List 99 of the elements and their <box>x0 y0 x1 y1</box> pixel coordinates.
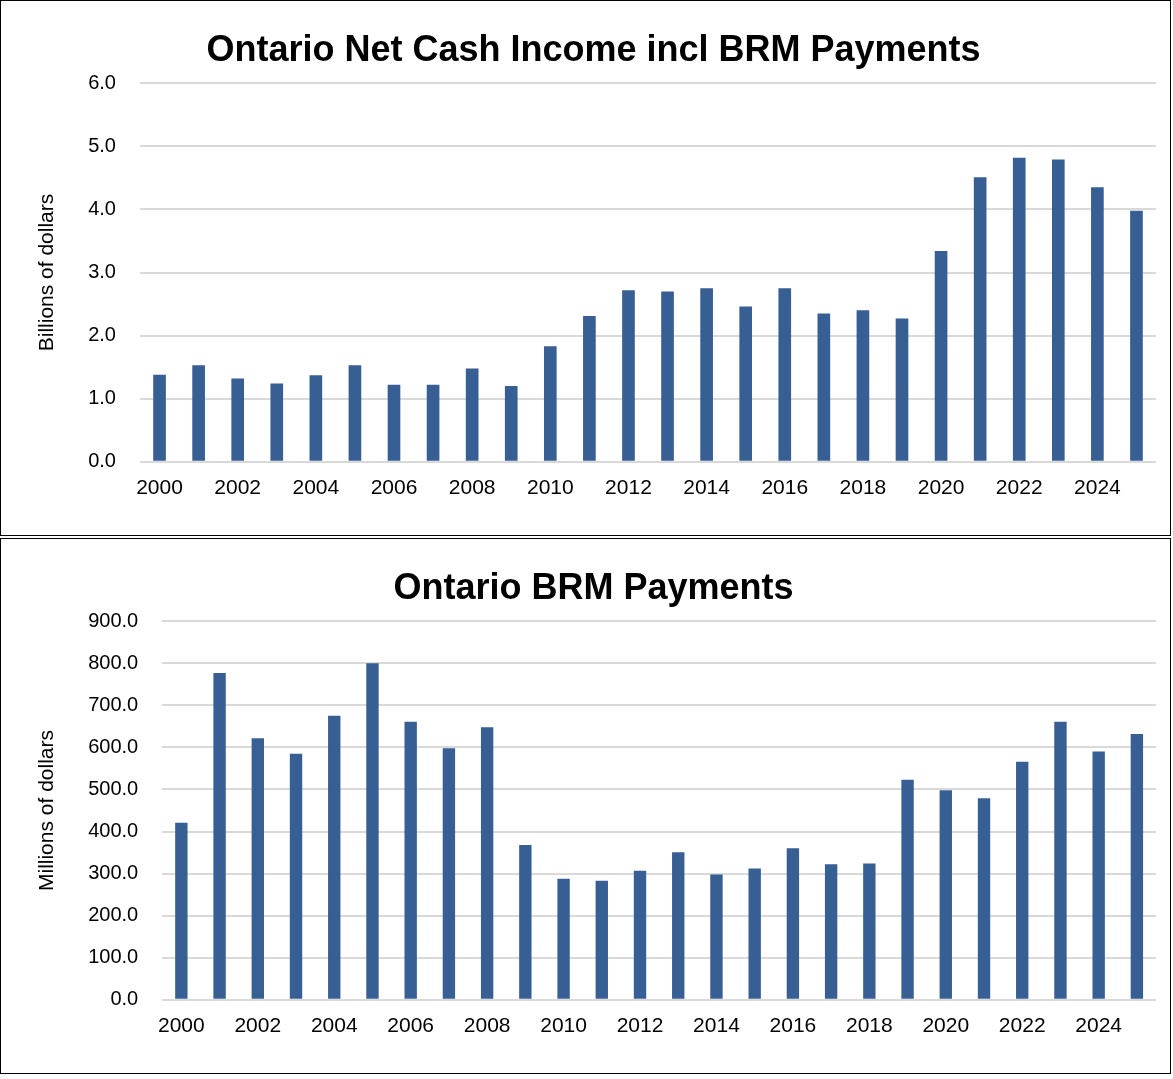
bar <box>1016 761 1029 999</box>
bar <box>153 374 166 461</box>
x-tick-label: 2010 <box>526 475 574 499</box>
bar <box>557 878 570 999</box>
bar <box>270 383 284 461</box>
bar <box>786 848 800 999</box>
x-tick-label: 2008 <box>448 475 496 499</box>
x-tick-label: 2008 <box>463 1013 511 1037</box>
bar <box>1091 187 1104 461</box>
bar <box>824 864 838 999</box>
x-tick-label: 2006 <box>370 475 418 499</box>
x-tick-label: 2024 <box>1075 1013 1123 1037</box>
x-tick-label: 2000 <box>136 475 183 499</box>
bar <box>977 798 991 999</box>
x-tick-label: 2022 <box>995 475 1043 499</box>
x-tick-label: 2020 <box>917 475 965 499</box>
bar <box>1130 733 1144 999</box>
bar <box>710 874 723 999</box>
x-tick-label: 2004 <box>292 475 340 499</box>
bar <box>661 291 674 461</box>
bar <box>192 365 205 461</box>
bar <box>442 748 456 999</box>
bar <box>348 365 362 461</box>
bar <box>901 779 914 999</box>
x-tick-label: 2016 <box>769 1013 817 1037</box>
y-tick-label: 0.0 <box>88 449 116 472</box>
bar <box>328 715 341 999</box>
bar <box>633 870 647 999</box>
bar <box>748 868 761 999</box>
x-tick-label: 2020 <box>922 1013 970 1037</box>
bar <box>213 672 226 999</box>
bar <box>863 863 876 999</box>
bar <box>817 313 831 461</box>
bar <box>387 384 401 461</box>
y-tick-label: 2.0 <box>88 323 116 346</box>
x-tick-label: 2006 <box>387 1013 435 1037</box>
x-tick-label: 2012 <box>616 1013 664 1037</box>
bar <box>231 378 245 461</box>
x-tick-label: 2002 <box>214 475 262 499</box>
x-tick-label: 2018 <box>845 1013 893 1037</box>
y-tick-label: 900.0 <box>88 608 139 631</box>
y-tick-label: 3.0 <box>88 260 116 283</box>
bar <box>309 375 323 461</box>
bar <box>1051 159 1065 461</box>
bar <box>856 310 870 461</box>
x-tick-label: 2024 <box>1074 475 1122 499</box>
x-tick-label: 2000 <box>158 1013 205 1037</box>
chart-title: Ontario BRM Payments <box>393 566 794 608</box>
y-tick-label: 500.0 <box>88 776 139 799</box>
x-tick-label: 2018 <box>839 475 887 499</box>
bar <box>251 738 264 999</box>
bar <box>1130 210 1143 461</box>
y-axis-title: Millions of dollars <box>34 729 58 892</box>
bar <box>480 727 494 999</box>
bar <box>622 290 635 461</box>
x-tick-label: 2014 <box>683 475 731 499</box>
bar <box>939 790 952 999</box>
bar <box>543 346 557 461</box>
bar <box>465 368 479 461</box>
y-axis-title: Billions of dollars <box>34 193 58 352</box>
x-tick-label: 2002 <box>234 1013 282 1037</box>
bar <box>366 663 379 999</box>
y-tick-label: 100.0 <box>88 945 139 968</box>
bar <box>583 316 596 461</box>
y-tick-label: 300.0 <box>88 861 139 884</box>
bar <box>1012 157 1026 461</box>
bar <box>1092 751 1105 999</box>
x-tick-label: 2004 <box>310 1013 358 1037</box>
chart-title: Ontario Net Cash Income incl BRM Payments <box>206 28 981 70</box>
bar <box>934 251 948 461</box>
bar <box>426 384 440 461</box>
y-tick-label: 1.0 <box>88 386 116 409</box>
bar <box>973 177 987 461</box>
y-tick-label: 6.0 <box>88 70 116 93</box>
bar <box>175 822 188 999</box>
x-tick-label: 2010 <box>540 1013 587 1037</box>
bar <box>739 306 753 461</box>
bar <box>504 386 518 461</box>
bar <box>672 852 685 999</box>
bar <box>595 880 608 999</box>
y-tick-label: 600.0 <box>88 734 139 757</box>
bar <box>519 845 532 999</box>
y-tick-label: 400.0 <box>88 819 139 842</box>
x-tick-label: 2014 <box>693 1013 741 1037</box>
y-tick-label: 5.0 <box>88 133 116 156</box>
bar <box>289 753 303 999</box>
y-tick-label: 800.0 <box>88 650 139 673</box>
y-tick-label: 200.0 <box>88 903 139 926</box>
bar <box>404 721 417 999</box>
bar <box>778 288 792 461</box>
y-tick-label: 4.0 <box>88 196 116 219</box>
y-tick-label: 0.0 <box>110 987 139 1010</box>
bar <box>700 288 713 461</box>
bar <box>1054 721 1067 999</box>
x-tick-label: 2022 <box>998 1013 1046 1037</box>
bar <box>895 318 909 461</box>
y-tick-label: 700.0 <box>88 692 139 715</box>
x-tick-label: 2016 <box>761 475 809 499</box>
x-tick-label: 2012 <box>605 475 652 499</box>
